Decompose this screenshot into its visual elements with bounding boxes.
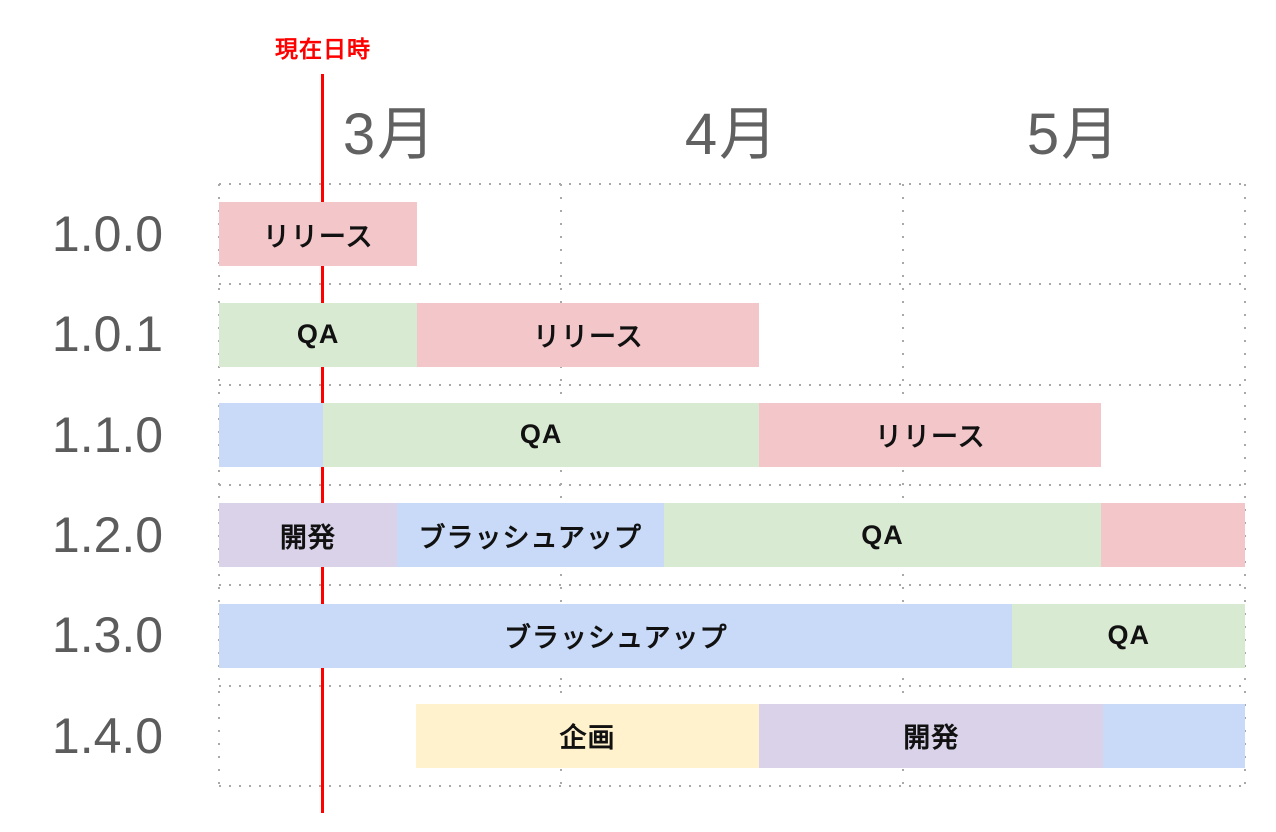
gantt-bar-segment bbox=[1101, 503, 1245, 568]
gantt-bar-segment: QA bbox=[219, 302, 418, 367]
version-label: 1.1.0 bbox=[51, 406, 164, 463]
gantt-bar-segment: リリース bbox=[759, 402, 1102, 467]
month-label: 3月 bbox=[342, 102, 438, 167]
gantt-bar-segment: 開発 bbox=[219, 503, 397, 568]
segment-label: リリース bbox=[875, 422, 986, 453]
gridline-horizontal bbox=[219, 183, 1247, 185]
gantt-bar-segment: リリース bbox=[417, 302, 760, 367]
gridline-vertical bbox=[560, 184, 562, 788]
gantt-bar-segment bbox=[1103, 703, 1245, 768]
gridline-vertical bbox=[218, 184, 220, 788]
gridline-horizontal bbox=[219, 584, 1247, 586]
segment-label: 開発 bbox=[903, 723, 960, 754]
version-label: 1.0.1 bbox=[51, 306, 164, 363]
gantt-bar-segment: QA bbox=[1012, 603, 1245, 668]
segment-label: ブラッシュアップ bbox=[503, 623, 728, 653]
gantt-bar-segment: ブラッシュアップ bbox=[396, 503, 664, 568]
version-label: 1.3.0 bbox=[51, 607, 164, 664]
segment-label: リリース bbox=[262, 221, 374, 252]
gridline-vertical bbox=[1244, 184, 1246, 788]
month-label: 5月 bbox=[1026, 102, 1122, 167]
segment-label: ブラッシュアップ bbox=[418, 522, 642, 553]
segment-label: リリース bbox=[533, 322, 644, 352]
segment-label: QA bbox=[519, 419, 563, 450]
gridline-horizontal bbox=[219, 484, 1247, 486]
segment-label: QA bbox=[861, 519, 904, 550]
segment-label: QA bbox=[1107, 620, 1150, 650]
gridline-vertical bbox=[902, 184, 904, 788]
gridline-horizontal bbox=[219, 785, 1247, 787]
gantt-bar-segment: 企画 bbox=[415, 703, 760, 768]
gantt-bar-segment: リリース bbox=[219, 202, 418, 267]
gantt-bar-segment: ブラッシュアップ bbox=[219, 603, 1013, 668]
gridline-horizontal bbox=[219, 685, 1247, 687]
segment-label: 企画 bbox=[559, 723, 616, 754]
gridline-horizontal bbox=[219, 384, 1247, 386]
segment-label: QA bbox=[296, 319, 340, 349]
gantt-bar-segment: QA bbox=[663, 503, 1102, 568]
version-label: 1.2.0 bbox=[51, 507, 164, 564]
version-label: 1.4.0 bbox=[51, 707, 164, 764]
gantt-bar-segment bbox=[219, 402, 323, 467]
month-label: 4月 bbox=[684, 102, 780, 167]
segment-label: 開発 bbox=[279, 522, 336, 553]
gantt-bar-segment: QA bbox=[322, 402, 760, 467]
gantt-bar-segment: 開発 bbox=[759, 703, 1104, 768]
gridline-horizontal bbox=[219, 283, 1247, 285]
version-label: 1.0.0 bbox=[51, 206, 164, 263]
current-time-label: 現在日時 bbox=[274, 36, 371, 62]
